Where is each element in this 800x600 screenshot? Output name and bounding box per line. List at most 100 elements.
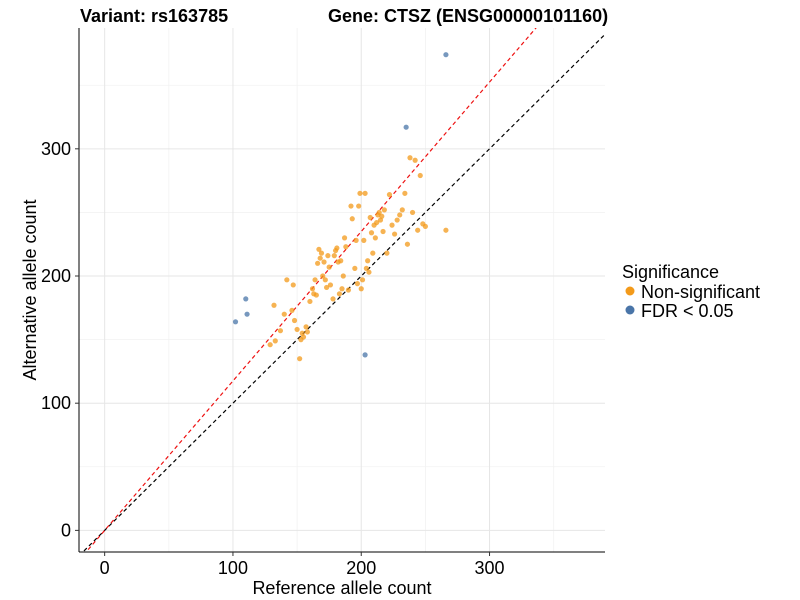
data-point bbox=[289, 307, 295, 313]
legend-swatch-non-significant bbox=[625, 286, 635, 296]
data-point bbox=[300, 334, 307, 340]
data-point bbox=[381, 207, 387, 213]
data-point bbox=[244, 311, 250, 317]
legend: Significance Non-significant FDR < 0.05 bbox=[622, 262, 760, 321]
data-point bbox=[422, 223, 428, 230]
data-point bbox=[322, 277, 328, 283]
data-point bbox=[334, 245, 340, 251]
data-point bbox=[345, 287, 352, 293]
data-point bbox=[336, 291, 343, 297]
data-point bbox=[367, 214, 373, 221]
chart-title-gene: Gene: CTSZ (ENSG00000101160) bbox=[328, 6, 608, 26]
x-tick-label: 200 bbox=[346, 558, 376, 578]
data-point bbox=[307, 298, 313, 305]
data-point bbox=[338, 258, 344, 264]
data-point bbox=[362, 352, 368, 358]
data-point bbox=[232, 319, 239, 325]
legend-label-non-significant: Non-significant bbox=[641, 282, 760, 302]
data-point bbox=[407, 155, 413, 161]
data-point bbox=[354, 281, 360, 287]
data-point bbox=[343, 244, 349, 250]
data-point bbox=[339, 286, 345, 292]
tick-labels: 0 100 200 300 0 100 200 300 bbox=[41, 139, 505, 578]
gridlines bbox=[79, 28, 605, 552]
data-point bbox=[313, 292, 319, 298]
data-point bbox=[331, 253, 337, 259]
data-point bbox=[362, 190, 368, 196]
data-point bbox=[402, 190, 408, 196]
data-point bbox=[290, 282, 296, 288]
data-point bbox=[309, 286, 316, 292]
data-point bbox=[399, 207, 405, 213]
data-point bbox=[380, 228, 386, 235]
data-point bbox=[267, 342, 273, 348]
data-point bbox=[358, 286, 364, 292]
axes bbox=[78, 28, 605, 553]
data-point bbox=[327, 282, 334, 288]
data-point bbox=[349, 216, 355, 222]
data-point bbox=[372, 235, 378, 241]
x-tick-label: 0 bbox=[100, 558, 110, 578]
data-point bbox=[272, 338, 278, 344]
data-point bbox=[379, 213, 385, 219]
data-point bbox=[281, 311, 287, 317]
data-point bbox=[341, 235, 348, 241]
legend-swatch-fdr bbox=[625, 305, 635, 315]
data-point bbox=[404, 241, 411, 247]
reference-line-identity bbox=[81, 33, 605, 552]
data-point bbox=[412, 157, 418, 163]
data-point bbox=[415, 227, 421, 233]
y-tick-label: 200 bbox=[41, 266, 71, 286]
x-tick-label: 100 bbox=[218, 558, 248, 578]
data-point bbox=[243, 296, 249, 302]
data-point bbox=[443, 227, 449, 233]
data-point bbox=[316, 246, 322, 252]
data-point bbox=[284, 277, 290, 283]
y-tick-label: 0 bbox=[61, 520, 71, 540]
data-point bbox=[271, 302, 277, 308]
data-point bbox=[417, 172, 423, 179]
data-point bbox=[277, 328, 284, 334]
legend-label-fdr: FDR < 0.05 bbox=[641, 301, 734, 321]
data-point bbox=[366, 269, 372, 275]
data-point bbox=[294, 326, 300, 333]
y-axis-title: Alternative allele count bbox=[20, 199, 40, 380]
y-tick-label: 300 bbox=[41, 139, 71, 159]
data-point bbox=[357, 190, 363, 196]
chart-title-variant: Variant: rs163785 bbox=[80, 6, 228, 26]
data-points bbox=[232, 52, 449, 362]
data-point bbox=[363, 265, 369, 271]
reference-line-fit bbox=[85, 28, 537, 552]
data-point bbox=[359, 277, 366, 283]
data-point bbox=[443, 52, 449, 58]
data-point bbox=[365, 258, 371, 264]
data-point bbox=[340, 273, 346, 279]
data-point bbox=[353, 237, 359, 243]
reference-lines bbox=[81, 28, 605, 552]
data-point bbox=[324, 284, 330, 291]
data-point bbox=[325, 253, 331, 259]
data-point bbox=[352, 265, 358, 271]
data-point bbox=[386, 192, 393, 198]
data-point bbox=[315, 260, 321, 266]
y-tick-label: 100 bbox=[41, 393, 71, 413]
data-point bbox=[303, 324, 309, 330]
data-point bbox=[361, 237, 367, 243]
data-point bbox=[320, 273, 326, 279]
data-point bbox=[318, 250, 325, 256]
data-point bbox=[370, 250, 376, 256]
x-axis-title: Reference allele count bbox=[252, 578, 431, 598]
data-point bbox=[348, 203, 354, 209]
data-point bbox=[409, 209, 416, 216]
data-point bbox=[356, 203, 362, 209]
data-point bbox=[330, 296, 336, 302]
data-point bbox=[376, 209, 382, 216]
data-point bbox=[374, 219, 380, 226]
data-point bbox=[304, 329, 310, 335]
data-point bbox=[389, 222, 395, 228]
data-point bbox=[394, 217, 400, 223]
data-point bbox=[368, 230, 375, 236]
data-point bbox=[297, 356, 303, 362]
data-point bbox=[321, 259, 327, 265]
